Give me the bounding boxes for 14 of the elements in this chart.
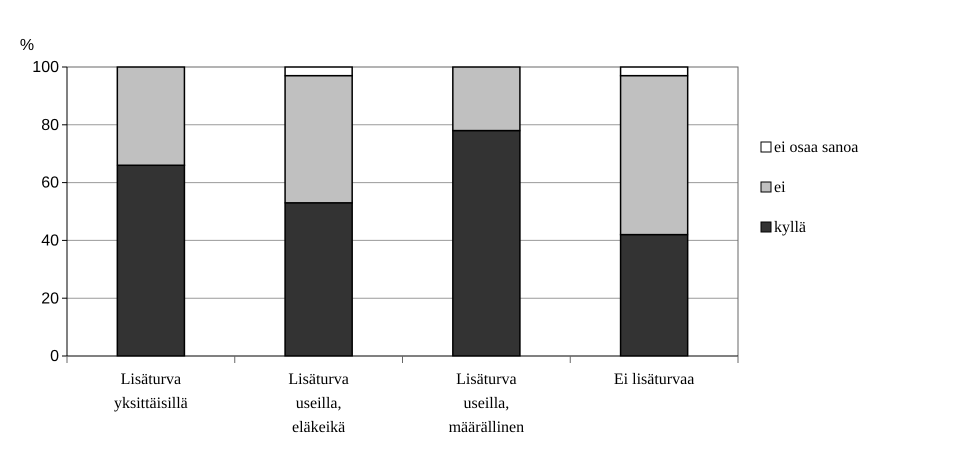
y-tick-label: 0 xyxy=(50,348,60,366)
x-tick-label: Lisäturva useilla, määrällinen xyxy=(448,371,524,436)
y-tick-label: 80 xyxy=(41,116,60,134)
legend-label: ei xyxy=(774,179,786,196)
y-tick-label: 60 xyxy=(41,174,60,192)
legend-label: kyllä xyxy=(774,219,806,236)
x-tick-label: Lisäturva useilla, eläkeikä xyxy=(288,371,349,436)
x-tick-label: Ei lisäturvaa xyxy=(614,371,694,388)
y-tick-label: 100 xyxy=(32,59,60,76)
legend-label: ei osaa sanoa xyxy=(774,139,858,156)
y-tick-label: 20 xyxy=(41,290,60,308)
y-tick-label: 40 xyxy=(41,232,60,250)
y-axis-title: % xyxy=(20,37,34,54)
x-tick-label: Lisäturva yksittäisillä xyxy=(114,371,188,412)
